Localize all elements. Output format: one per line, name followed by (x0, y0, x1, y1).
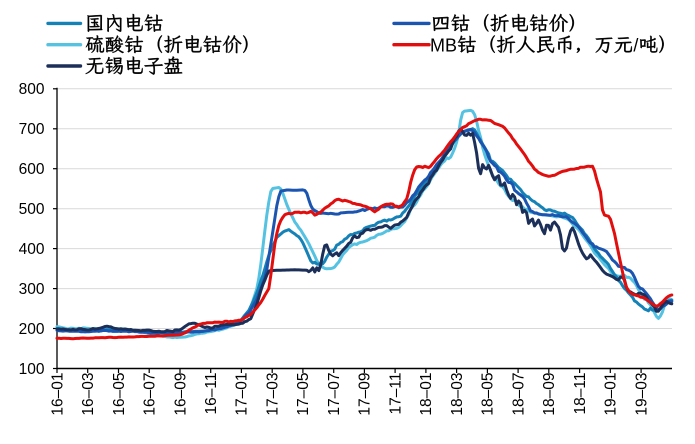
svg-text:300: 300 (19, 281, 45, 298)
svg-text:100: 100 (19, 361, 45, 378)
svg-text:17–09: 17–09 (357, 373, 374, 416)
svg-text:19–01: 19–01 (603, 373, 620, 416)
svg-text:17–11: 17–11 (387, 373, 404, 415)
svg-text:800: 800 (19, 81, 45, 98)
svg-text:/: / (633, 35, 638, 55)
svg-text:18–07: 18–07 (510, 373, 527, 416)
svg-text:16–03: 16–03 (80, 373, 97, 416)
svg-text:500: 500 (19, 201, 45, 218)
svg-text:17–05: 17–05 (295, 373, 312, 416)
svg-text:16–05: 16–05 (111, 373, 128, 416)
svg-text:19–03: 19–03 (633, 373, 650, 416)
svg-text:700: 700 (19, 121, 45, 138)
svg-text:17–03: 17–03 (265, 373, 282, 416)
svg-text:MB: MB (430, 35, 457, 55)
svg-text:18–03: 18–03 (449, 373, 466, 416)
svg-text:17–07: 17–07 (326, 373, 343, 416)
svg-text:18–11: 18–11 (572, 373, 589, 415)
svg-text:200: 200 (19, 321, 45, 338)
svg-text:400: 400 (19, 241, 45, 258)
svg-text:600: 600 (19, 161, 45, 178)
svg-text:16–01: 16–01 (49, 373, 66, 416)
svg-text:16–09: 16–09 (172, 373, 189, 416)
svg-text:18–09: 18–09 (541, 373, 558, 416)
svg-text:16–11: 16–11 (203, 373, 220, 415)
svg-text:18–01: 18–01 (418, 373, 435, 416)
svg-text:17–01: 17–01 (234, 373, 251, 416)
svg-text:16–07: 16–07 (142, 373, 159, 416)
svg-text:18–05: 18–05 (480, 373, 497, 416)
